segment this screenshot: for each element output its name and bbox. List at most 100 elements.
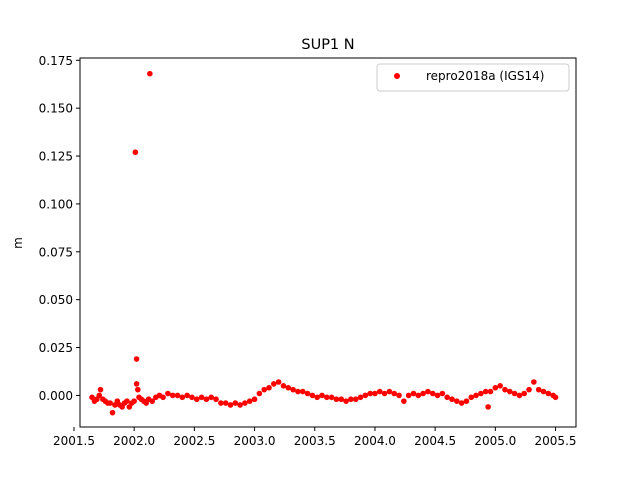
data-point [444, 394, 450, 401]
data-point [531, 379, 537, 385]
chart-title: SUP1 N [301, 37, 354, 53]
data-point [208, 394, 215, 401]
data-point [304, 390, 311, 397]
data-point [96, 392, 103, 399]
legend: repro2018a (IGS14) [376, 63, 570, 92]
data-point [396, 392, 402, 399]
data-point [246, 398, 253, 404]
y-tick-label: 0.000 [39, 389, 73, 403]
x-tick-label: 2003.0 [234, 434, 276, 448]
data-point [218, 400, 224, 406]
data-point [169, 392, 176, 399]
data-point [319, 392, 325, 399]
y-tick-label: 0.125 [39, 150, 73, 164]
data-point [372, 390, 378, 397]
data-point [124, 398, 130, 404]
data-point [179, 394, 186, 401]
legend-box [376, 63, 570, 92]
data-point [434, 392, 441, 399]
data-point [242, 400, 248, 406]
data-point [299, 388, 306, 395]
data-point [261, 386, 267, 393]
data-point [309, 392, 316, 399]
data-point [478, 390, 484, 397]
data-point [131, 398, 137, 404]
data-point [502, 386, 508, 393]
legend-marker [394, 73, 400, 79]
y-tick-label: 0.175 [39, 54, 73, 68]
y-tick-label: 0.150 [39, 102, 73, 116]
data-point [516, 392, 523, 399]
plot-area-frame [79, 57, 577, 428]
data-point [535, 386, 542, 393]
y-axis-label: m [11, 237, 25, 249]
data-point [420, 390, 426, 397]
data-points [89, 70, 559, 416]
x-tick-label: 2001.5 [53, 434, 95, 448]
data-point [132, 149, 139, 156]
data-point [97, 386, 104, 393]
data-point [352, 396, 359, 403]
x-tick-label: 2005.5 [535, 434, 577, 448]
data-point [458, 400, 465, 406]
data-point [147, 70, 153, 77]
data-point [362, 392, 369, 399]
data-point [492, 384, 499, 391]
data-point [189, 394, 195, 401]
data-point [487, 388, 494, 395]
y-tick-label: 0.050 [39, 293, 73, 307]
data-point [473, 392, 479, 399]
x-tick-label: 2002.5 [173, 434, 215, 448]
data-point [324, 394, 330, 401]
data-point [425, 388, 431, 395]
data-point [545, 390, 552, 397]
data-point [348, 396, 354, 403]
data-point [107, 400, 113, 406]
data-point [198, 394, 205, 401]
data-point [511, 390, 518, 397]
data-point [314, 394, 320, 401]
data-point [133, 381, 140, 387]
data-point [134, 386, 141, 393]
x-tick-label: 2003.5 [294, 434, 336, 448]
data-point [285, 384, 292, 391]
x-tick-label: 2002.0 [113, 434, 155, 448]
data-point [184, 392, 190, 399]
data-point [271, 381, 277, 387]
x-tick-label: 2004.0 [354, 434, 396, 448]
data-point [367, 390, 373, 397]
data-point [237, 402, 243, 408]
data-point [439, 390, 446, 397]
data-point [222, 400, 229, 406]
legend-label: repro2018a (IGS14) [426, 69, 544, 83]
y-tick-label: 0.025 [39, 341, 73, 355]
data-point [333, 396, 340, 403]
data-point [149, 398, 156, 404]
data-point [193, 396, 200, 403]
data-point [506, 388, 513, 395]
data-point [401, 398, 407, 404]
data-point [497, 383, 503, 389]
data-point [540, 388, 547, 395]
data-point [468, 394, 475, 401]
data-point [290, 386, 296, 393]
data-point [410, 390, 417, 397]
data-point [213, 396, 219, 403]
data-point [526, 386, 532, 393]
y-tick-label: 0.075 [39, 245, 73, 259]
data-point [109, 409, 116, 416]
data-point [275, 379, 282, 385]
data-point [133, 356, 140, 362]
data-point [381, 390, 388, 397]
data-point [391, 390, 398, 397]
data-point [203, 396, 210, 403]
x-tick-label: 2005.0 [474, 434, 516, 448]
data-point [165, 390, 171, 397]
data-point [376, 388, 383, 395]
data-point [174, 392, 181, 399]
data-point [338, 396, 345, 403]
axis-ticks: 2001.5 2002.0 2002.5 2003.0 2003.5 2004.0 2004… [39, 54, 577, 448]
data-point [386, 388, 393, 395]
data-point [454, 398, 460, 404]
data-point [343, 398, 349, 404]
